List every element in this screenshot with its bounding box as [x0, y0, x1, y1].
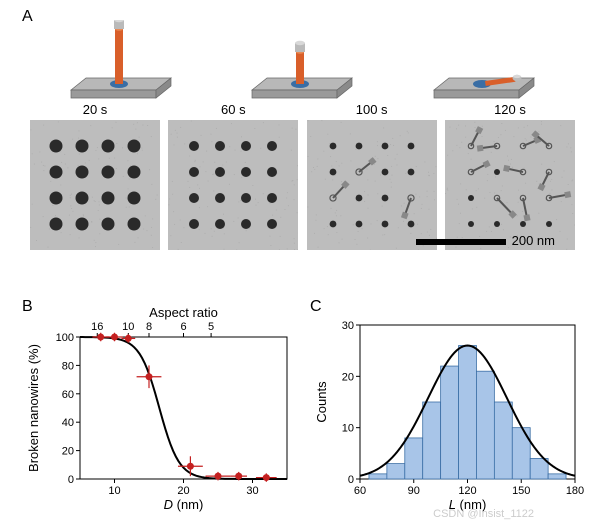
scalebar: 200 nm: [416, 232, 555, 250]
svg-text:60: 60: [62, 389, 74, 401]
watermark: CSDN @Insist_1122: [433, 508, 534, 520]
svg-text:180: 180: [566, 485, 584, 497]
svg-text:40: 40: [62, 417, 74, 429]
sem-label-0: 20 s: [83, 102, 108, 117]
svg-text:10: 10: [108, 485, 120, 497]
svg-text:80: 80: [62, 360, 74, 372]
svg-text:0: 0: [68, 474, 74, 486]
sem-panel-3: 120 s: [445, 120, 575, 250]
sem-panel-1: 60 s: [168, 120, 298, 250]
panel-b-chart: 0 20 40 60 80 100 10 20 30 16 10 8 6 5 Broken nanowire…: [22, 305, 297, 515]
svg-text:Counts: Counts: [314, 381, 329, 423]
svg-text:20: 20: [62, 446, 74, 458]
sem-label-3: 120 s: [494, 102, 526, 117]
schematic-0: [51, 20, 191, 110]
svg-text:20: 20: [342, 371, 354, 383]
svg-text:60: 60: [354, 485, 366, 497]
svg-text:30: 30: [342, 320, 354, 332]
svg-text:150: 150: [512, 485, 530, 497]
sem-row: 20 s60 s100 s120 s: [30, 120, 575, 250]
svg-text:120: 120: [458, 485, 476, 497]
svg-text:90: 90: [408, 485, 420, 497]
scalebar-text: 200 nm: [512, 233, 555, 248]
svg-text:10: 10: [342, 423, 354, 435]
svg-text:6: 6: [180, 321, 186, 333]
sem-label-1: 60 s: [221, 102, 246, 117]
svg-text:20: 20: [177, 485, 189, 497]
svg-text:Aspect ratio: Aspect ratio: [149, 305, 218, 320]
scalebar-line: [416, 239, 506, 245]
svg-text:5: 5: [208, 321, 214, 333]
panel-c: 01020306090120150180CountsL (nm): [310, 305, 585, 515]
sem-label-2: 100 s: [356, 102, 388, 117]
svg-text:10: 10: [122, 321, 134, 333]
schematic-row: [30, 20, 575, 110]
panel-c-chart: 01020306090120150180CountsL (nm): [310, 305, 585, 515]
svg-text:100: 100: [56, 332, 74, 344]
schematic-2: [414, 20, 554, 110]
svg-text:16: 16: [91, 321, 103, 333]
sem-panel-2: 100 s: [307, 120, 437, 250]
svg-text:30: 30: [246, 485, 258, 497]
sem-panel-0: 20 s: [30, 120, 160, 250]
svg-text:D (nm): D (nm): [164, 497, 204, 512]
svg-text:8: 8: [146, 321, 152, 333]
panel-b: 0 20 40 60 80 100 10 20 30 16 10 8 6 5 Broken nanowire…: [22, 305, 297, 515]
panel-a: 20 s60 s100 s120 s 200 nm: [30, 20, 575, 250]
schematic-1: [232, 20, 372, 110]
svg-text:Broken nanowires (%): Broken nanowires (%): [26, 344, 41, 472]
